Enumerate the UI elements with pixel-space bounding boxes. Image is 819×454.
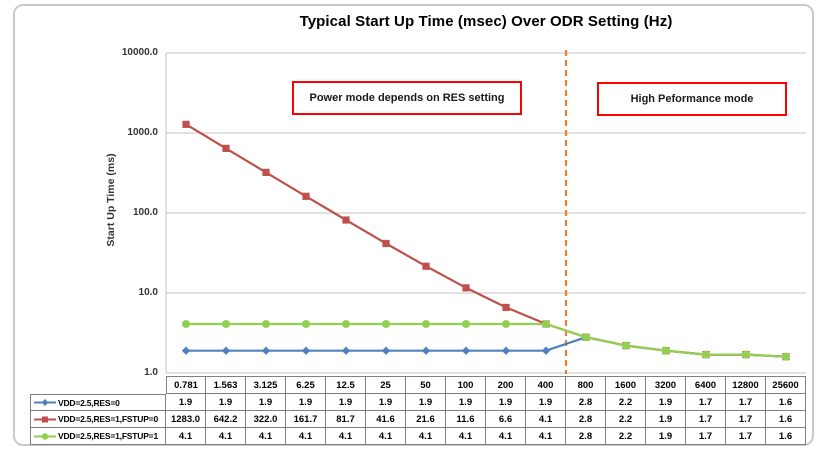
legend-cell: VDD=2.5,RES=0 [30,394,166,411]
table-value-cell: 6.6 [486,411,526,428]
table-header-cell: 1.563 [206,376,246,394]
table-value-cell: 41.6 [366,411,406,428]
table-value-cell: 1.7 [726,394,766,411]
series-2 [182,319,790,361]
table-value-cell: 2.8 [566,428,606,445]
table-header-cell: 0.781 [166,376,206,394]
square-legend-marker-icon [34,416,56,422]
table-value-cell: 322.0 [246,411,286,428]
table-header-cell: 3200 [646,376,686,394]
legend-cell: VDD=2.5,RES=1,FSTUP=0 [30,411,166,428]
table-value-cell: 1.9 [486,394,526,411]
table-value-cell: 4.1 [486,428,526,445]
table-value-cell: 1.9 [166,394,206,411]
annotation-high-performance: High Peformance mode [597,82,787,116]
table-value-cell: 1.9 [646,411,686,428]
table-header-cell: 25 [366,376,406,394]
table-value-cell: 1.6 [766,411,806,428]
table-value-cell: 1.9 [526,394,566,411]
table-value-cell: 642.2 [206,411,246,428]
table-value-cell: 1.9 [366,394,406,411]
table-value-cell: 1.7 [726,411,766,428]
table-value-cell: 161.7 [286,411,326,428]
table-value-cell: 1.9 [286,394,326,411]
chart-panel [13,4,814,446]
y-tick-label: 100.0 [132,207,158,218]
table-value-cell: 1.6 [766,428,806,445]
table-value-cell: 4.1 [406,428,446,445]
table-header-cell: 6.25 [286,376,326,394]
table-value-cell: 4.1 [366,428,406,445]
series-0 [181,333,791,361]
series-line [184,123,788,358]
table-value-cell: 1.9 [646,428,686,445]
legend-cell: VDD=2.5,RES=1,FSTUP=1 [30,428,166,445]
table-header-cell: 12.5 [326,376,366,394]
gridlines [166,52,806,374]
table-value-cell: 1.7 [726,428,766,445]
diamond-legend-marker-icon [34,399,56,406]
table-value-cell: 1.7 [686,428,726,445]
table-value-cell: 11.6 [446,411,486,428]
table-value-cell: 4.1 [326,428,366,445]
table-header-cell: 1600 [606,376,646,394]
annotation-text: High Peformance mode [630,93,754,105]
legend-label: VDD=2.5,RES=1,FSTUP=0 [58,414,158,424]
table-value-cell: 2.8 [566,411,606,428]
table-value-cell: 1.9 [446,394,486,411]
annotation-power-mode: Power mode depends on RES setting [292,81,522,115]
table-header-cell: 6400 [686,376,726,394]
table-value-cell: 1.9 [646,394,686,411]
table-value-cell: 2.2 [606,394,646,411]
circle-legend-marker-icon [34,432,56,440]
table-value-cell: 1.9 [246,394,286,411]
table-value-cell: 21.6 [406,411,446,428]
table-value-cell: 1.9 [206,394,246,411]
table-header-cell: 25600 [766,376,806,394]
table-value-cell: 2.8 [566,394,606,411]
table-value-cell: 2.2 [606,411,646,428]
table-value-cell: 1.7 [686,411,726,428]
table-value-cell: 4.1 [526,411,566,428]
annotation-text: Power mode depends on RES setting [309,92,505,104]
table-corner-spacer [30,376,166,394]
table-header-cell: 100 [446,376,486,394]
y-tick-label: 1.0 [144,367,158,378]
table-value-cell: 81.7 [326,411,366,428]
y-tick-label: 10.0 [138,287,158,298]
table-header-cell: 12800 [726,376,766,394]
table-header-cell: 400 [526,376,566,394]
table-header-cell: 200 [486,376,526,394]
series-line [184,322,788,358]
table-header-cell: 800 [566,376,606,394]
table-value-cell: 4.1 [446,428,486,445]
y-tick-label: 1000.0 [127,127,158,138]
table-value-cell: 1.7 [686,394,726,411]
table-value-cell: 2.2 [606,428,646,445]
table-header-cell: 50 [406,376,446,394]
table-value-cell: 1.6 [766,394,806,411]
table-value-cell: 4.1 [206,428,246,445]
table-value-cell: 4.1 [166,428,206,445]
chart-title: Typical Start Up Time (msec) Over ODR Se… [299,13,673,30]
table-value-cell: 4.1 [246,428,286,445]
table-value-cell: 1.9 [326,394,366,411]
legend-label: VDD=2.5,RES=0 [58,397,120,408]
data-table: 0.781 1.563 3.125 6.25 12.5 25 50 100 200 400 800 1… [30,376,806,445]
y-tick-label: 10000.0 [121,47,158,58]
table-header-cell: 3.125 [246,376,286,394]
table-value-cell: 1.9 [406,394,446,411]
table-value-cell: 4.1 [526,428,566,445]
table-value-cell: 4.1 [286,428,326,445]
table-value-cell: 1283.0 [166,411,206,428]
legend-label: VDD=2.5,RES=1,FSTUP=1 [58,431,158,441]
